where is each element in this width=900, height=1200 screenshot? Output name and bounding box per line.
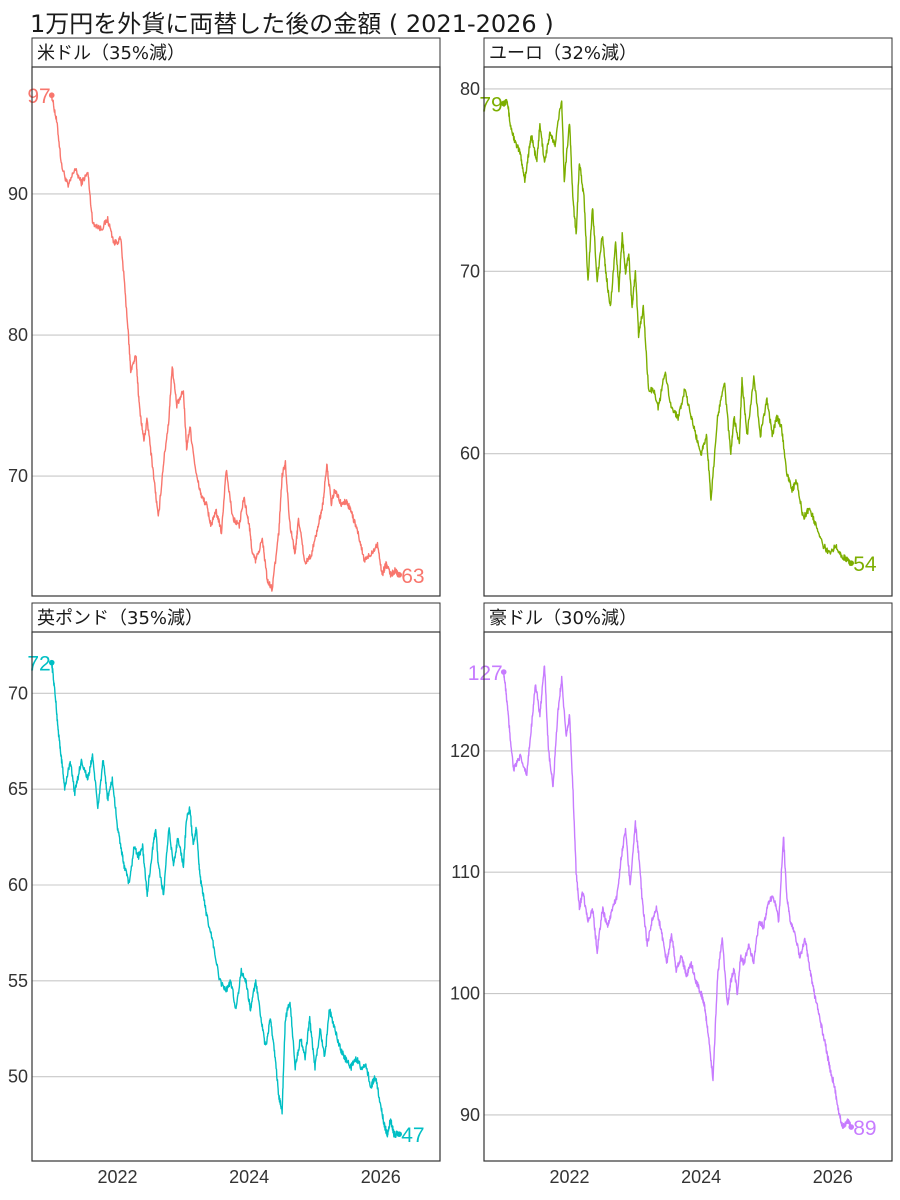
- panel-1: 米ドル（35%減） 70 80 90 97 63: [8, 37, 441, 597]
- x-tick-label: 2026: [813, 1167, 853, 1187]
- series-line: [51, 95, 400, 592]
- y-tick-label: 60: [460, 444, 480, 464]
- chart-title: 1万円を外貨に両替した後の金額 ( 2021-2026 ): [30, 10, 554, 38]
- start-point: [48, 659, 55, 666]
- panel-background: [484, 632, 892, 1161]
- panel-4: 豪ドル（30%減） 90 100 110 120 2022 2024 2026 127 89: [450, 602, 893, 1187]
- start-value-label: 97: [27, 85, 50, 108]
- end-point: [848, 560, 854, 566]
- series-line: [503, 665, 852, 1130]
- panel-border: [483, 66, 893, 597]
- start-value-label: 127: [468, 662, 503, 685]
- end-point: [848, 1124, 854, 1130]
- series-line: [503, 98, 852, 566]
- strip-header: [31, 602, 441, 633]
- y-tick-label: 60: [8, 875, 28, 895]
- y-tick-label: 90: [8, 184, 28, 204]
- y-tick-label: 70: [460, 261, 480, 281]
- y-tick-label: 90: [460, 1105, 480, 1125]
- end-value-label: 54: [853, 553, 877, 576]
- y-tick-label: 120: [450, 741, 480, 761]
- panel-3: 英ポンド（35%減） 50 55 60 65 70 2022 2024 2026 72 47: [8, 602, 441, 1187]
- panel-background: [484, 67, 892, 596]
- y-tick-label: 65: [8, 779, 28, 799]
- strip-header: [483, 602, 893, 633]
- y-tick-label: 50: [8, 1067, 28, 1087]
- end-value-label: 63: [401, 565, 424, 588]
- x-tick-label: 2024: [229, 1167, 269, 1187]
- strip-label: 米ドル（35%減）: [37, 43, 185, 64]
- y-tick-label: 55: [8, 971, 28, 991]
- y-tick-label: 80: [460, 79, 480, 99]
- start-point: [500, 100, 507, 107]
- strip-header: [31, 37, 441, 68]
- start-point: [48, 92, 55, 99]
- start-value-label: 79: [479, 93, 502, 116]
- y-tick-label: 110: [451, 862, 480, 882]
- series-line: [51, 662, 400, 1139]
- y-tick-label: 70: [8, 683, 28, 703]
- strip-label: 豪ドル（30%減）: [489, 608, 637, 629]
- panel-background: [32, 67, 440, 596]
- end-point: [396, 572, 403, 578]
- panel-border: [31, 631, 441, 1162]
- strip-label: ユーロ（32%減）: [489, 43, 637, 64]
- y-tick-label: 70: [8, 466, 28, 486]
- panel-border: [483, 631, 893, 1162]
- end-value-label: 47: [401, 1124, 424, 1147]
- end-point: [396, 1131, 403, 1137]
- start-value-label: 72: [27, 653, 50, 676]
- y-tick-label: 100: [450, 984, 480, 1004]
- x-tick-label: 2024: [681, 1167, 721, 1187]
- x-tick-label: 2022: [550, 1167, 590, 1187]
- strip-label: 英ポンド（35%減）: [37, 608, 203, 629]
- x-tick-label: 2022: [98, 1167, 138, 1187]
- panel-background: [32, 632, 440, 1161]
- y-tick-label: 80: [8, 325, 28, 345]
- x-tick-label: 2026: [361, 1167, 401, 1187]
- end-value-label: 89: [853, 1117, 876, 1140]
- panel-border: [31, 66, 441, 597]
- start-point: [500, 669, 507, 675]
